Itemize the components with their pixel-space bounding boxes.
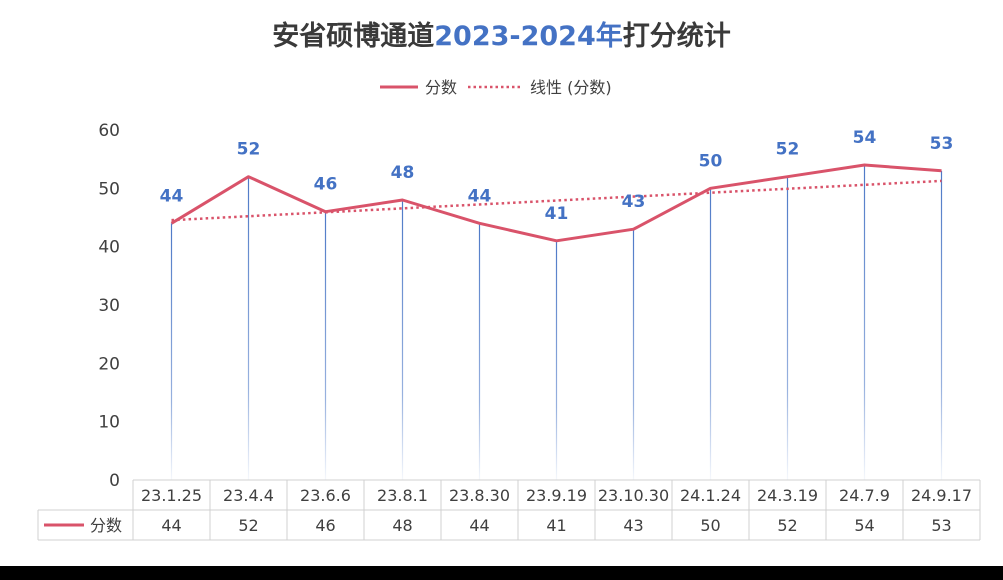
data-label: 44	[468, 186, 492, 206]
table-value-cell: 41	[546, 516, 566, 535]
chart-title: 安省硕博通道2023-2024年打分统计	[0, 14, 1003, 53]
y-tick-label: 30	[98, 296, 120, 316]
table-value-cell: 50	[700, 516, 720, 535]
drop-line	[247, 176, 250, 480]
table-category-label: 24.9.17	[911, 486, 972, 505]
data-label: 44	[160, 186, 184, 206]
table-value-cell: 43	[623, 516, 643, 535]
chart-svg: 分数 线性 (分数) 0 10 20 30 40 50 60 44 52 46 48 44 41 43 5…	[37, 78, 981, 541]
table-category-label: 23.1.25	[141, 486, 202, 505]
y-tick-label: 0	[109, 471, 120, 491]
table-value-cell: 44	[469, 516, 489, 535]
table-category-label: 24.3.19	[757, 486, 818, 505]
legend-trend-label: 线性 (分数)	[530, 78, 612, 97]
data-label: 52	[776, 140, 800, 160]
data-label: 50	[699, 151, 723, 171]
table-value-cell: 53	[931, 516, 951, 535]
drop-lines	[170, 165, 943, 481]
table-series-label: 分数	[90, 516, 122, 535]
table-value-cell: 52	[238, 516, 258, 535]
y-axis: 0 10 20 30 40 50 60	[98, 121, 120, 491]
chart-frame	[0, 0, 1003, 566]
table-category-label: 23.10.30	[598, 486, 669, 505]
data-label: 54	[853, 128, 877, 148]
drop-line	[324, 211, 327, 480]
data-label: 43	[622, 192, 646, 212]
y-tick-label: 60	[98, 121, 120, 141]
drop-line	[555, 240, 558, 480]
table-value-cell: 48	[392, 516, 412, 535]
table-category-label: 24.1.24	[680, 486, 741, 505]
drop-line	[170, 223, 173, 481]
table-category-label: 23.6.6	[300, 486, 351, 505]
drop-line	[786, 176, 789, 480]
drop-line	[940, 170, 943, 481]
table-value-cell: 54	[854, 516, 874, 535]
drop-line	[863, 165, 866, 480]
table-category-label: 23.4.4	[223, 486, 274, 505]
table-category-label: 23.8.1	[377, 486, 428, 505]
drop-line	[401, 200, 404, 480]
data-label: 52	[237, 140, 261, 160]
title-part-2: 2023-2024年	[434, 21, 623, 52]
data-table: 23.1.25 23.4.4 23.6.6 23.8.1 23.8.30 23.9.19 2…	[37, 479, 981, 541]
legend: 分数 线性 (分数)	[380, 78, 612, 97]
series-layer	[170, 163, 942, 243]
title-part-3: 打分统计	[622, 21, 731, 52]
y-tick-label: 50	[98, 179, 120, 199]
y-tick-label: 40	[98, 238, 120, 258]
table-value-cell: 46	[315, 516, 335, 535]
table-value-cell: 44	[161, 516, 181, 535]
title-part-1: 安省硕博通道	[272, 21, 435, 52]
label-layer: 44 52 46 48 44 41 43 50 52 54 53	[160, 128, 954, 224]
table-value-cell: 52	[777, 516, 797, 535]
table-category-label: 23.9.19	[526, 486, 587, 505]
data-label: 53	[930, 134, 954, 154]
series-line	[170, 163, 942, 243]
y-tick-label: 20	[98, 354, 120, 374]
drop-line	[709, 188, 712, 481]
y-tick-label: 10	[98, 413, 120, 433]
drop-line	[478, 223, 481, 481]
drop-line	[632, 229, 635, 480]
data-label: 41	[545, 204, 569, 224]
table-category-label: 23.8.30	[449, 486, 510, 505]
table-category-label: 24.7.9	[839, 486, 890, 505]
legend-series-label: 分数	[425, 78, 457, 97]
data-label: 46	[314, 175, 338, 195]
data-label: 48	[391, 163, 415, 183]
